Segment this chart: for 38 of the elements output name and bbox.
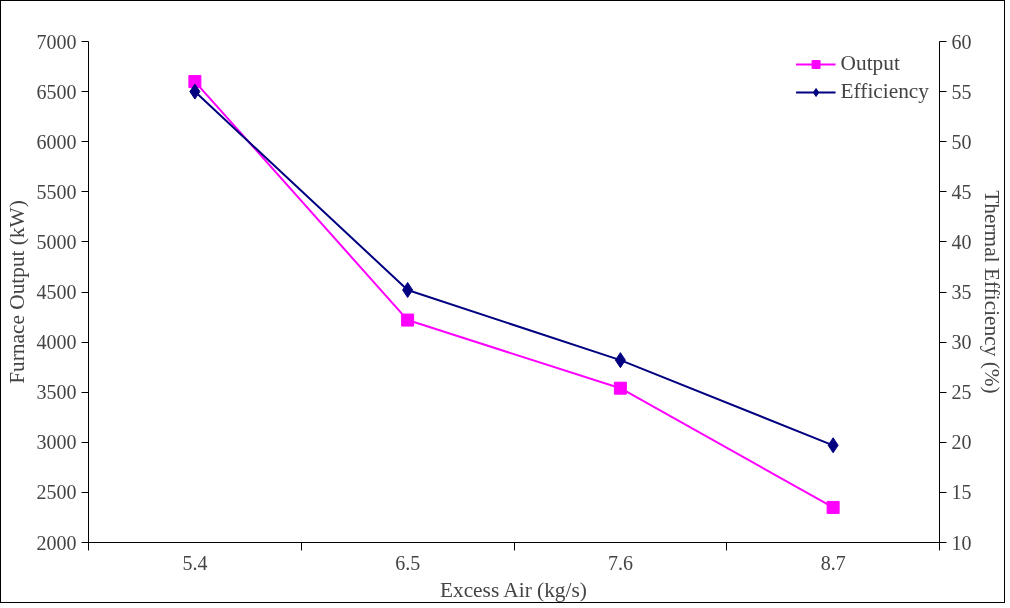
y-tick-label: 6500: [36, 80, 77, 103]
y2-axis-title: Thermal Efficiency (%): [979, 190, 1004, 394]
point: [827, 437, 839, 454]
x-tick-label: 6.5: [395, 551, 421, 574]
y2-tick-label: 45: [951, 180, 972, 203]
x-tick-label: 7.6: [607, 551, 633, 574]
y2-tick-label: 10: [951, 531, 972, 554]
y-tick-label: 5000: [36, 230, 77, 253]
y-tick-label: 2000: [36, 531, 77, 554]
point: [402, 282, 414, 298]
y2-tick-label: 55: [951, 80, 972, 103]
y2-tick-label: 60: [951, 30, 972, 53]
point: [189, 83, 201, 100]
y-axis-title: Furnace Output (kW): [4, 200, 29, 384]
point: [614, 352, 626, 369]
point: [401, 313, 415, 327]
point: [826, 500, 840, 514]
y-tick-label: 4000: [36, 331, 77, 354]
y2-tick-label: 35: [951, 281, 972, 303]
point: [613, 381, 627, 395]
legend-label: Output: [840, 51, 900, 76]
x-tick-label: 8.7: [820, 551, 846, 574]
y-tick-label: 3000: [36, 431, 77, 454]
y-tick-label: 3500: [36, 381, 77, 404]
y2-tick-label: 20: [951, 431, 972, 454]
y-tick-label: 7000: [36, 30, 77, 53]
y-tick-label: 2500: [36, 481, 77, 504]
y2-tick-label: 50: [951, 130, 972, 153]
x-axis-title: Excess Air (kg/s): [439, 577, 587, 602]
y-tick-label: 5500: [36, 180, 77, 203]
y2-tick-label: 40: [951, 230, 972, 253]
y2-tick-label: 30: [951, 331, 972, 354]
legend-label: Efficiency: [840, 79, 929, 104]
y2-tick-label: 15: [951, 481, 972, 504]
y2-tick-label: 25: [951, 381, 972, 404]
y-tick-label: 4500: [36, 281, 77, 303]
x-tick-label: 5.4: [182, 551, 208, 574]
y-tick-label: 6000: [36, 130, 77, 153]
